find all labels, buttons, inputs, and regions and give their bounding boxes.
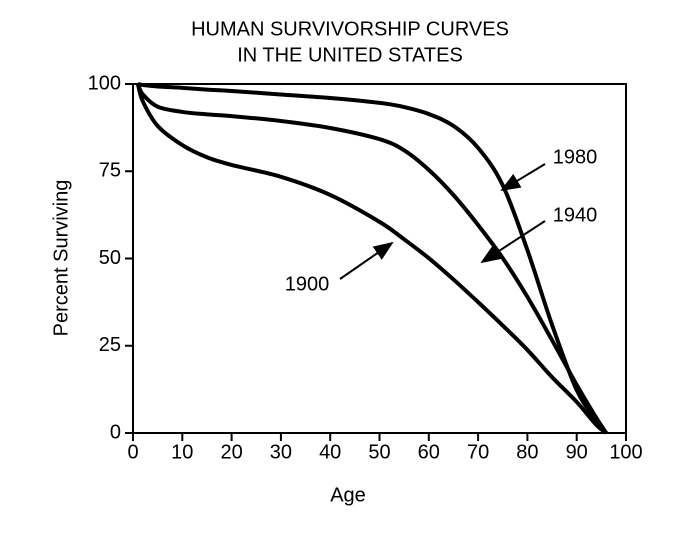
x-tick-label: 60 — [418, 441, 440, 463]
annotation-arrow — [500, 163, 546, 192]
x-tick-label: 30 — [270, 441, 292, 463]
y-axis-label: Percent Surviving — [50, 180, 72, 337]
x-tick-label: 20 — [220, 441, 242, 463]
annotation-arrow — [339, 241, 394, 280]
x-tick-label: 10 — [171, 441, 193, 463]
curve-label: 1980 — [553, 146, 598, 168]
curve-label: 1940 — [553, 204, 598, 226]
x-tick-label: 90 — [566, 441, 588, 463]
annotation-arrow — [480, 220, 546, 264]
y-tick-label: 0 — [110, 421, 121, 443]
x-tick-label: 50 — [368, 441, 390, 463]
x-tick-label: 70 — [467, 441, 489, 463]
x-tick-label: 40 — [319, 441, 341, 463]
x-tick-label: 80 — [516, 441, 538, 463]
plot-frame — [132, 83, 627, 434]
y-tick-label: 75 — [99, 160, 121, 182]
survival-curve — [136, 83, 608, 435]
survival-curve — [135, 83, 608, 435]
y-tick-label: 50 — [99, 247, 121, 269]
x-tick-label: 0 — [127, 441, 138, 463]
y-tick-label: 25 — [99, 334, 121, 356]
chart-title: IN THE UNITED STATES — [237, 44, 463, 66]
x-axis-label: Age — [330, 484, 366, 506]
x-tick-label: 100 — [609, 441, 642, 463]
survival-curve — [137, 82, 608, 435]
y-tick-label: 100 — [88, 72, 121, 94]
chart-title: HUMAN SURVIVORSHIP CURVES — [191, 18, 509, 40]
curve-label: 1900 — [285, 273, 330, 295]
